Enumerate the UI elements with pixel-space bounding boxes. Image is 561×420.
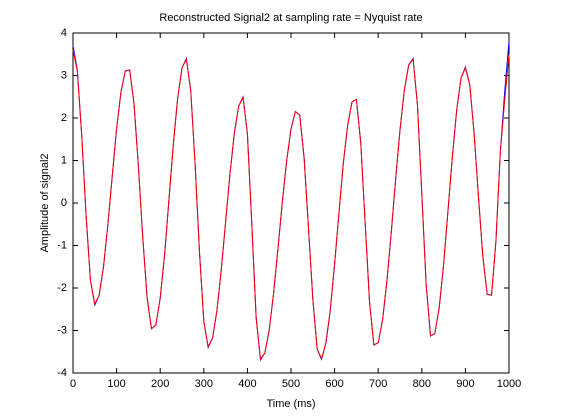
y-tick-label: 3 [61,69,67,81]
x-tick-label: 0 [70,378,76,390]
chart-title: Reconstructed Signal2 at sampling rate =… [159,12,422,24]
x-tick-label: 500 [282,378,300,390]
x-tick-label: 100 [107,378,125,390]
x-tick-label: 700 [369,378,387,390]
y-tick-label: 1 [61,154,67,166]
plot-area [72,32,510,374]
y-tick-label: -1 [57,239,67,251]
x-tick-label: 300 [195,378,213,390]
x-tick-label: 200 [151,378,169,390]
y-tick-label: 4 [61,27,67,39]
x-tick-label: 1000 [497,378,521,390]
x-axis-label: Time (ms) [266,398,315,410]
x-tick-label: 400 [238,378,256,390]
y-axis-label: Amplitude of signal2 [39,153,51,252]
x-tick-label: 600 [325,378,343,390]
x-tick-label: 800 [413,378,431,390]
line-series [72,49,510,361]
x-tick-label: 900 [456,378,474,390]
y-tick-label: 2 [61,112,67,124]
y-tick-label: -4 [57,367,67,379]
y-tick-label: 0 [61,197,67,209]
y-tick-label: -2 [57,282,67,294]
y-tick-label: -3 [57,324,67,336]
